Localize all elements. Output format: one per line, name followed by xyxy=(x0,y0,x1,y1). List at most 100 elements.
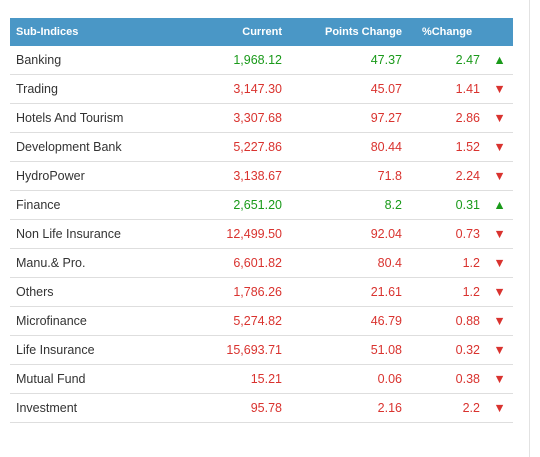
triangle-down-icon: ▼ xyxy=(493,285,506,299)
direction-cell: ▲ xyxy=(486,190,513,220)
percent-change-value: 0.88 xyxy=(408,306,486,336)
triangle-down-icon: ▼ xyxy=(493,372,506,386)
table-row[interactable]: Life Insurance 15,693.71 51.08 0.32 ▼ xyxy=(10,335,513,365)
triangle-up-icon: ▲ xyxy=(493,198,506,212)
current-value: 6,601.82 xyxy=(160,248,288,278)
table-row[interactable]: Microfinance 5,274.82 46.79 0.88 ▼ xyxy=(10,306,513,336)
sub-index-name[interactable]: Non Life Insurance xyxy=(10,219,160,249)
header-direction xyxy=(486,18,513,46)
direction-cell: ▼ xyxy=(486,306,513,336)
current-value: 15.21 xyxy=(160,364,288,394)
points-change-value: 2.16 xyxy=(288,393,408,423)
table-row[interactable]: Development Bank 5,227.86 80.44 1.52 ▼ xyxy=(10,132,513,162)
sub-index-name[interactable]: Manu.& Pro. xyxy=(10,248,160,278)
header-percent-change[interactable]: %Change xyxy=(421,26,473,38)
percent-change-value: 2.47 xyxy=(408,46,486,75)
current-value: 3,147.30 xyxy=(160,74,288,104)
header-current[interactable]: Current xyxy=(242,26,282,38)
current-value: 5,274.82 xyxy=(160,306,288,336)
points-change-value: 80.44 xyxy=(288,132,408,162)
points-change-value: 47.37 xyxy=(288,46,408,75)
triangle-down-icon: ▼ xyxy=(493,401,506,415)
sub-index-name[interactable]: Life Insurance xyxy=(10,335,160,365)
sub-index-name[interactable]: Hotels And Tourism xyxy=(10,103,160,133)
direction-cell: ▼ xyxy=(486,219,513,249)
table-row[interactable]: HydroPower 3,138.67 71.8 2.24 ▼ xyxy=(10,161,513,191)
sub-index-name[interactable]: Mutual Fund xyxy=(10,364,160,394)
sub-index-name[interactable]: Trading xyxy=(10,74,160,104)
header-points-change[interactable]: Points Change xyxy=(324,26,402,38)
direction-cell: ▼ xyxy=(486,74,513,104)
points-change-value: 46.79 xyxy=(288,306,408,336)
current-value: 2,651.20 xyxy=(160,190,288,220)
percent-change-value: 0.38 xyxy=(408,364,486,394)
table-row[interactable]: Manu.& Pro. 6,601.82 80.4 1.2 ▼ xyxy=(10,248,513,278)
direction-cell: ▲ xyxy=(486,46,513,75)
points-change-value: 92.04 xyxy=(288,219,408,249)
percent-change-value: 0.73 xyxy=(408,219,486,249)
triangle-up-icon: ▲ xyxy=(493,53,506,67)
direction-cell: ▼ xyxy=(486,248,513,278)
points-change-value: 71.8 xyxy=(288,161,408,191)
current-value: 3,138.67 xyxy=(160,161,288,191)
current-value: 15,693.71 xyxy=(160,335,288,365)
percent-change-value: 1.41 xyxy=(408,74,486,104)
current-value: 3,307.68 xyxy=(160,103,288,133)
sub-index-name[interactable]: Banking xyxy=(10,46,160,75)
percent-change-value: 2.2 xyxy=(408,393,486,423)
current-value: 5,227.86 xyxy=(160,132,288,162)
points-change-value: 97.27 xyxy=(288,103,408,133)
percent-change-value: 2.24 xyxy=(408,161,486,191)
table-body: Banking 1,968.12 47.37 2.47 ▲ Trading 3,147.30… xyxy=(10,46,513,423)
table-row[interactable]: Others 1,786.26 21.61 1.2 ▼ xyxy=(10,277,513,307)
sub-indices-table: Sub-Indices Current Points Change %Chang… xyxy=(10,18,513,423)
points-change-value: 0.06 xyxy=(288,364,408,394)
current-value: 12,499.50 xyxy=(160,219,288,249)
direction-cell: ▼ xyxy=(486,161,513,191)
percent-change-value: 1.52 xyxy=(408,132,486,162)
table-row[interactable]: Banking 1,968.12 47.37 2.47 ▲ xyxy=(10,46,513,75)
current-value: 1,968.12 xyxy=(160,46,288,75)
sub-index-name[interactable]: Others xyxy=(10,277,160,307)
direction-cell: ▼ xyxy=(486,335,513,365)
percent-change-value: 2.86 xyxy=(408,103,486,133)
direction-cell: ▼ xyxy=(486,364,513,394)
table-row[interactable]: Trading 3,147.30 45.07 1.41 ▼ xyxy=(10,74,513,104)
current-value: 1,786.26 xyxy=(160,277,288,307)
triangle-down-icon: ▼ xyxy=(493,169,506,183)
triangle-down-icon: ▼ xyxy=(493,140,506,154)
header-sub-indices[interactable]: Sub-Indices xyxy=(16,26,79,38)
direction-cell: ▼ xyxy=(486,132,513,162)
direction-cell: ▼ xyxy=(486,393,513,423)
direction-cell: ▼ xyxy=(486,103,513,133)
current-value: 95.78 xyxy=(160,393,288,423)
percent-change-value: 1.2 xyxy=(408,248,486,278)
table-row[interactable]: Non Life Insurance 12,499.50 92.04 0.73 ▼ xyxy=(10,219,513,249)
points-change-value: 45.07 xyxy=(288,74,408,104)
sub-index-name[interactable]: Development Bank xyxy=(10,132,160,162)
sub-index-name[interactable]: Microfinance xyxy=(10,306,160,336)
sub-index-name[interactable]: HydroPower xyxy=(10,161,160,191)
triangle-down-icon: ▼ xyxy=(493,111,506,125)
sub-index-name[interactable]: Investment xyxy=(10,393,160,423)
direction-cell: ▼ xyxy=(486,277,513,307)
table-row[interactable]: Finance 2,651.20 8.2 0.31 ▲ xyxy=(10,190,513,220)
percent-change-value: 0.32 xyxy=(408,335,486,365)
table-header-row: Sub-Indices Current Points Change %Chang… xyxy=(10,18,513,46)
points-change-value: 80.4 xyxy=(288,248,408,278)
table-row[interactable]: Investment 95.78 2.16 2.2 ▼ xyxy=(10,393,513,423)
table-row[interactable]: Hotels And Tourism 3,307.68 97.27 2.86 ▼ xyxy=(10,103,513,133)
percent-change-value: 1.2 xyxy=(408,277,486,307)
triangle-down-icon: ▼ xyxy=(493,314,506,328)
percent-change-value: 0.31 xyxy=(408,190,486,220)
points-change-value: 21.61 xyxy=(288,277,408,307)
right-divider xyxy=(529,0,530,457)
triangle-down-icon: ▼ xyxy=(493,227,506,241)
sub-index-name[interactable]: Finance xyxy=(10,190,160,220)
triangle-down-icon: ▼ xyxy=(493,343,506,357)
points-change-value: 51.08 xyxy=(288,335,408,365)
triangle-down-icon: ▼ xyxy=(493,256,506,270)
table-row[interactable]: Mutual Fund 15.21 0.06 0.38 ▼ xyxy=(10,364,513,394)
points-change-value: 8.2 xyxy=(288,190,408,220)
triangle-down-icon: ▼ xyxy=(493,82,506,96)
